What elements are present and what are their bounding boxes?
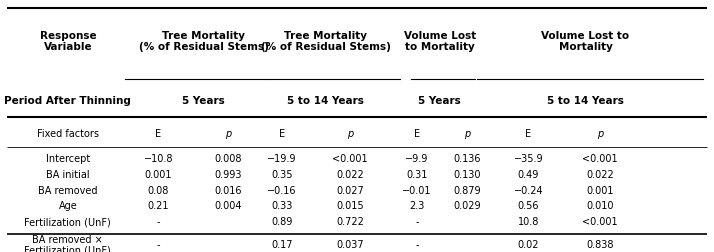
Text: 0.21: 0.21 [148, 201, 169, 211]
Text: 0.001: 0.001 [586, 186, 613, 196]
Text: Fertilization (UnF): Fertilization (UnF) [24, 246, 111, 252]
Text: E: E [526, 129, 531, 139]
Text: 0.029: 0.029 [453, 201, 481, 211]
Text: 0.015: 0.015 [336, 201, 363, 211]
Text: -: - [416, 240, 418, 250]
Text: −9.9: −9.9 [406, 154, 428, 164]
Text: E: E [414, 129, 420, 139]
Text: 0.879: 0.879 [453, 186, 481, 196]
Text: p: p [464, 129, 470, 139]
Text: E: E [279, 129, 285, 139]
Text: 0.49: 0.49 [518, 170, 539, 180]
Text: -: - [157, 217, 160, 227]
Text: 2.3: 2.3 [409, 201, 425, 211]
Text: 0.022: 0.022 [586, 170, 613, 180]
Text: 0.08: 0.08 [148, 186, 169, 196]
Text: −0.01: −0.01 [402, 186, 432, 196]
Text: 5 Years: 5 Years [418, 96, 461, 106]
Text: p: p [597, 129, 603, 139]
Text: -: - [416, 217, 418, 227]
Text: <0.001: <0.001 [582, 217, 618, 227]
Text: -: - [157, 240, 160, 250]
Text: 0.17: 0.17 [271, 240, 293, 250]
Text: <0.001: <0.001 [332, 154, 368, 164]
Text: −19.9: −19.9 [267, 154, 297, 164]
Text: 0.022: 0.022 [336, 170, 363, 180]
Text: BA initial: BA initial [46, 170, 90, 180]
Text: 0.89: 0.89 [271, 217, 293, 227]
Text: E: E [156, 129, 161, 139]
Text: Tree Mortality
(% of Residual Stems): Tree Mortality (% of Residual Stems) [261, 31, 391, 52]
Text: p: p [226, 129, 231, 139]
Text: 0.31: 0.31 [406, 170, 428, 180]
Text: 5 to 14 Years: 5 to 14 Years [547, 96, 624, 106]
Text: 5 Years: 5 Years [182, 96, 225, 106]
Text: <0.001: <0.001 [582, 154, 618, 164]
Text: 0.010: 0.010 [586, 201, 613, 211]
Text: Age: Age [59, 201, 77, 211]
Text: 0.001: 0.001 [145, 170, 172, 180]
Text: 0.02: 0.02 [518, 240, 539, 250]
Text: Fixed factors: Fixed factors [37, 129, 99, 139]
Text: Volume Lost to
Mortality: Volume Lost to Mortality [541, 31, 630, 52]
Text: 5 to 14 Years: 5 to 14 Years [287, 96, 364, 106]
Text: Volume Lost
to Mortality: Volume Lost to Mortality [403, 31, 476, 52]
Text: 0.35: 0.35 [271, 170, 293, 180]
Text: p: p [347, 129, 353, 139]
Text: 10.8: 10.8 [518, 217, 539, 227]
Text: −0.24: −0.24 [513, 186, 543, 196]
Text: 0.993: 0.993 [215, 170, 242, 180]
Text: BA removed: BA removed [38, 186, 98, 196]
Text: −0.16: −0.16 [267, 186, 297, 196]
Text: 0.016: 0.016 [215, 186, 242, 196]
Text: Period After Thinning: Period After Thinning [4, 96, 131, 106]
Text: 0.027: 0.027 [336, 186, 363, 196]
Text: −35.9: −35.9 [513, 154, 543, 164]
Text: −10.8: −10.8 [144, 154, 174, 164]
Text: 0.33: 0.33 [271, 201, 293, 211]
Text: Response
Variable: Response Variable [39, 31, 96, 52]
Text: 0.004: 0.004 [215, 201, 242, 211]
Text: 0.56: 0.56 [518, 201, 539, 211]
Text: 0.838: 0.838 [586, 240, 613, 250]
Text: Intercept: Intercept [46, 154, 90, 164]
Text: Tree Mortality
(% of Residual Stems): Tree Mortality (% of Residual Stems) [139, 31, 268, 52]
Text: 0.722: 0.722 [336, 217, 364, 227]
Text: 0.136: 0.136 [453, 154, 481, 164]
Text: 0.008: 0.008 [215, 154, 242, 164]
Text: 0.037: 0.037 [336, 240, 363, 250]
Text: Fertilization (UnF): Fertilization (UnF) [24, 217, 111, 227]
Text: 0.130: 0.130 [453, 170, 481, 180]
Text: BA removed ×: BA removed × [32, 235, 104, 245]
